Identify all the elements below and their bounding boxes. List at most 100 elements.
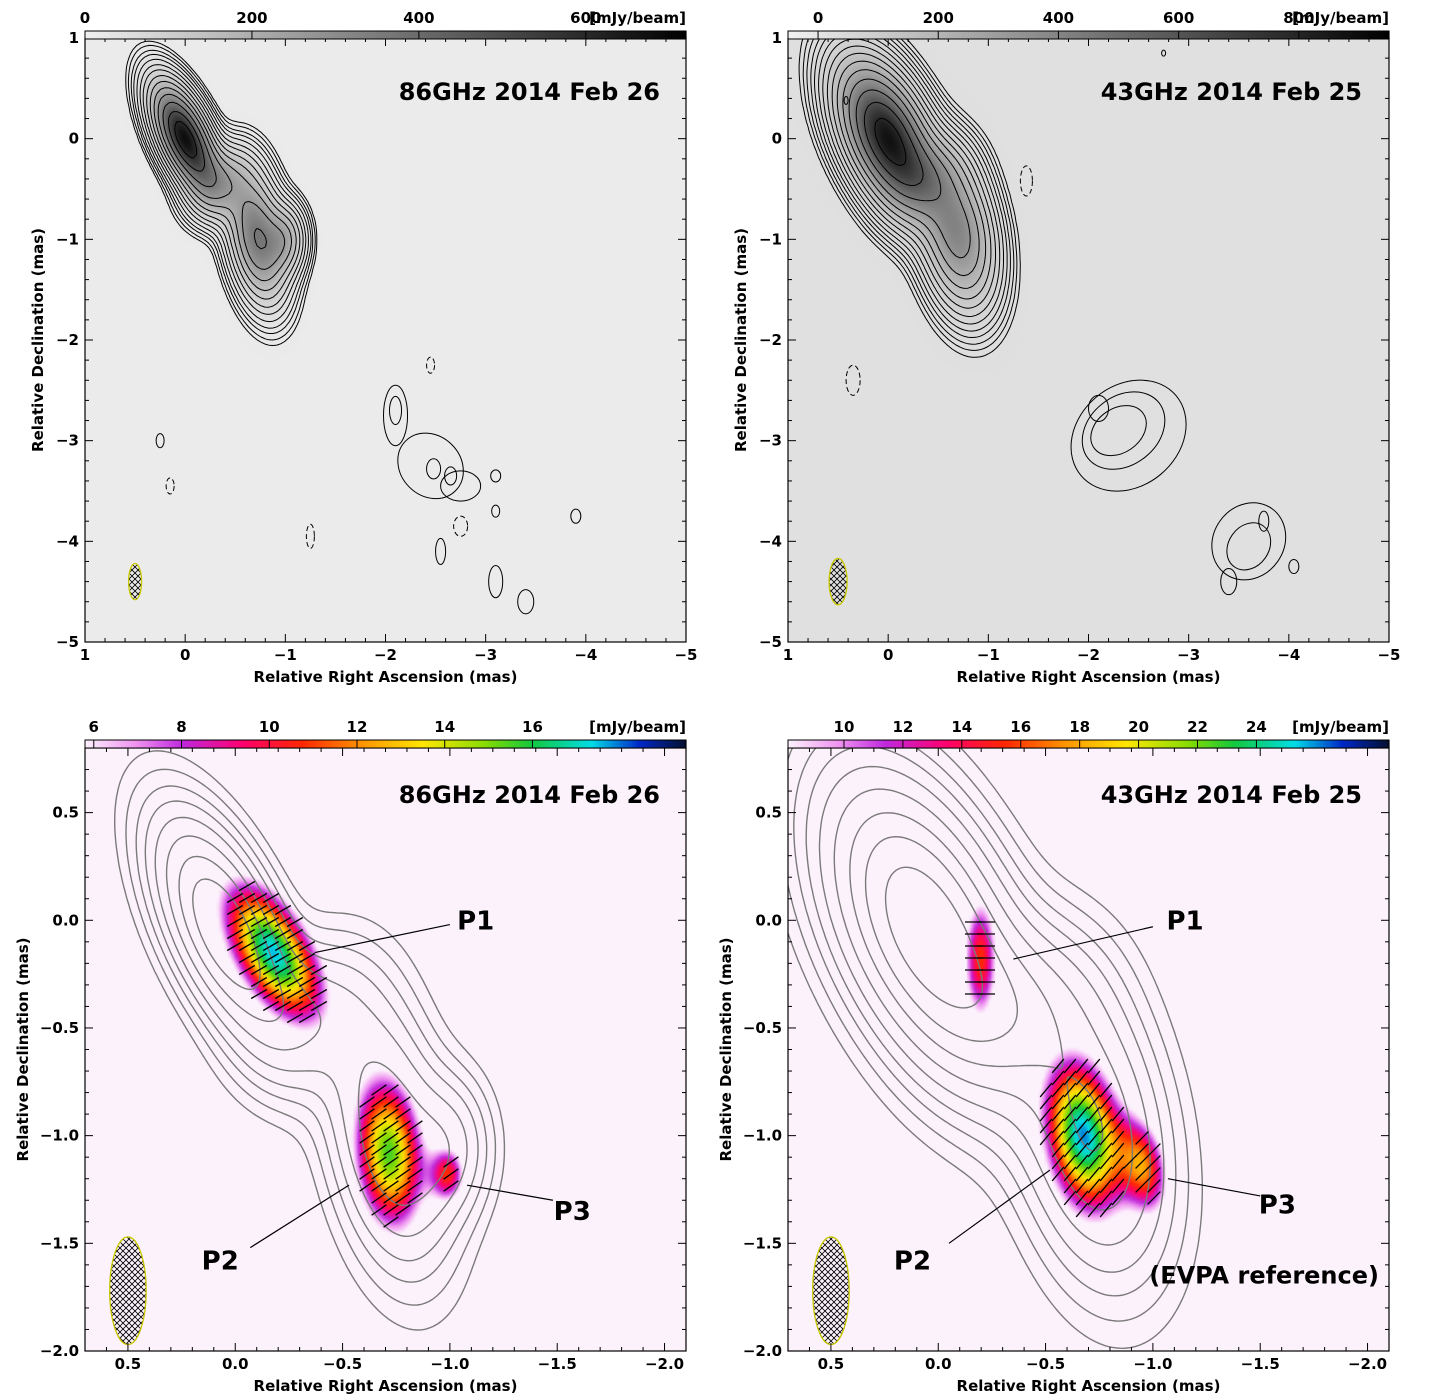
- y-tick-label: −5: [56, 633, 79, 651]
- colorbar-segment: [827, 740, 831, 748]
- evpa-tick: [286, 940, 304, 952]
- colorbar-segment: [415, 740, 420, 748]
- colorbar-segment: [631, 740, 636, 748]
- colorbar-segment: [658, 31, 663, 39]
- colorbar-segment: [863, 31, 867, 39]
- colorbar-segment: [1175, 740, 1180, 748]
- colorbar-segment: [199, 31, 203, 39]
- colorbar-segment: [385, 31, 390, 39]
- colorbar-segment: [499, 31, 504, 39]
- colorbar-segment: [1004, 740, 1008, 748]
- colorbar-segment: [160, 31, 164, 39]
- colorbar-segment: [1361, 31, 1366, 39]
- colorbar-segment: [875, 740, 879, 748]
- colorbar-segment: [1022, 740, 1026, 748]
- colorbar-segment: [532, 740, 537, 748]
- colorbar-segment: [595, 31, 600, 39]
- colorbar-segment: [1163, 740, 1168, 748]
- contour-level: [831, 52, 992, 300]
- evpa-reference-label: (EVPA reference): [1149, 1262, 1379, 1290]
- colorbar-segment: [1091, 31, 1096, 39]
- colorbar-segment: [815, 740, 819, 748]
- colorbar-segment: [1064, 31, 1069, 39]
- colorbar-segment: [1055, 740, 1060, 748]
- colorbar-segment: [466, 740, 471, 748]
- colorbar-segment: [586, 31, 591, 39]
- colorbar-segment: [1283, 740, 1288, 748]
- colorbar-segment: [514, 740, 519, 748]
- y-tick-label: −1: [759, 230, 782, 248]
- colorbar-segment: [1280, 740, 1285, 748]
- colorbar-segment: [1118, 740, 1123, 748]
- colorbar-segment: [142, 740, 146, 748]
- colorbar-segment: [331, 31, 336, 39]
- colorbar-segment: [1352, 740, 1357, 748]
- colorbar-segment: [583, 740, 588, 748]
- colorbar-segment: [475, 740, 480, 748]
- colorbar-segment: [881, 31, 885, 39]
- evpa-tick: [395, 1132, 411, 1144]
- evpa-tick: [395, 1168, 411, 1180]
- colorbar-segment: [223, 31, 227, 39]
- colorbar-segment: [538, 740, 543, 748]
- colorbar-segment: [190, 740, 194, 748]
- contour-level: [818, 765, 1151, 1246]
- colorbar-segment: [1052, 740, 1057, 748]
- colorbar-segment: [673, 740, 678, 748]
- colorbar-segment: [1088, 31, 1093, 39]
- evpa-tick: [407, 1120, 423, 1132]
- colorbar-segment: [1235, 740, 1240, 748]
- jet-contour: [1088, 394, 1110, 423]
- evpa-tick: [1039, 1094, 1053, 1110]
- evpa-tick: [383, 1132, 399, 1144]
- colorbar-segment: [484, 740, 489, 748]
- evpa-tick: [1051, 1166, 1065, 1182]
- x-tick-label: −0.5: [323, 1355, 362, 1373]
- colorbar-segment: [1133, 31, 1138, 39]
- evpa-tick: [238, 964, 256, 976]
- evpa-tick: [395, 1108, 411, 1120]
- colorbar-segment: [208, 740, 212, 748]
- colorbar-segment: [1220, 31, 1225, 39]
- colorbar-segment: [1253, 740, 1258, 748]
- colorbar-segment: [136, 740, 140, 748]
- colorbar-segment: [544, 740, 549, 748]
- colorbar-segment: [460, 740, 465, 748]
- jet-contour: [488, 564, 504, 599]
- x-tick-label: −1.5: [538, 1355, 577, 1373]
- colorbar-segment: [406, 740, 411, 748]
- colorbar-segment: [1019, 31, 1023, 39]
- colorbar-segment: [1082, 740, 1087, 748]
- colorbar-segment: [304, 31, 308, 39]
- evpa-tick: [383, 1096, 399, 1108]
- colorbar-segment: [1103, 31, 1108, 39]
- colorbar-segment: [809, 31, 813, 39]
- colorbar-segment: [487, 740, 492, 748]
- contour-level: [788, 748, 1203, 1349]
- colorbar-segment: [628, 31, 633, 39]
- leader-line-p2: [948, 1169, 1051, 1244]
- colorbar-segment: [1193, 31, 1198, 39]
- colorbar-segment: [283, 31, 287, 39]
- colorbar-segment: [409, 31, 414, 39]
- evpa-tick: [371, 1084, 387, 1096]
- colorbar-segment: [1046, 740, 1051, 748]
- colorbar-segment: [1301, 740, 1306, 748]
- colorbar-segment: [1313, 31, 1318, 39]
- colorbar-segment: [211, 740, 215, 748]
- colorbar-segment: [121, 31, 125, 39]
- colorbar-segment: [1355, 740, 1360, 748]
- jet-contour: [490, 469, 502, 483]
- colorbar-segment: [523, 31, 528, 39]
- evpa-tick: [310, 1000, 328, 1012]
- colorbar-segment: [926, 31, 930, 39]
- colorbar-segment: [412, 740, 417, 748]
- y-tick-label: 0.5: [52, 804, 79, 822]
- colorbar-segment: [1118, 31, 1123, 39]
- colorbar-segment: [88, 31, 92, 39]
- y-tick-label: −1.0: [40, 1127, 79, 1145]
- colorbar-segment: [848, 31, 852, 39]
- evpa-tick: [298, 976, 316, 988]
- colorbar-segment: [1325, 31, 1330, 39]
